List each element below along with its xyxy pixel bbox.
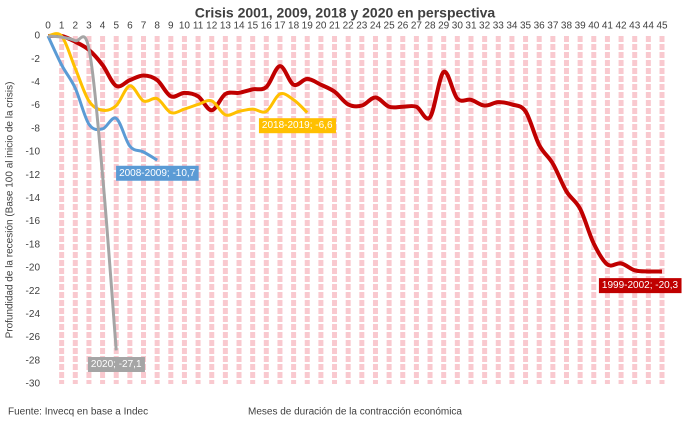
x-tick-label: 21 <box>329 21 341 32</box>
x-tick-label: 38 <box>561 21 573 32</box>
series-line <box>47 33 663 274</box>
end-label-box <box>258 118 336 134</box>
y-tick-label: -6 <box>31 100 40 111</box>
x-tick-label: 2 <box>73 21 79 32</box>
y-tick-label: -18 <box>26 239 41 250</box>
x-tick-label: 41 <box>602 21 614 32</box>
x-tick-label: 7 <box>141 21 147 32</box>
x-tick-label: 39 <box>575 21 587 32</box>
x-tick-label: 37 <box>547 21 559 32</box>
x-tick-label: 22 <box>343 21 355 32</box>
x-tick-label: 4 <box>100 21 106 32</box>
x-tick-label: 36 <box>534 21 546 32</box>
x-tick-label: 42 <box>616 21 628 32</box>
y-axis-label: Profundidad de la recesión (Base 100 al … <box>5 82 16 339</box>
x-tick-label: 19 <box>302 21 314 32</box>
x-tick-label: 31 <box>465 21 477 32</box>
series-line <box>47 34 118 351</box>
end-label-box <box>598 278 682 294</box>
x-tick-label: 8 <box>154 21 160 32</box>
source: Fuente: Invecq en base a Indec <box>8 407 148 418</box>
end-label: 1999-2002; -20,3 <box>598 278 682 294</box>
end-label-text: 1999-2002; -20,3 <box>602 280 679 291</box>
end-label-box <box>87 357 145 373</box>
x-tick-label: 34 <box>506 21 518 32</box>
end-label: 2018-2019; -6,6 <box>258 118 336 134</box>
x-tick-label: 40 <box>588 21 600 32</box>
x-tick-label: 0 <box>45 21 51 32</box>
y-tick-label: -28 <box>26 355 41 366</box>
series-line <box>47 32 309 117</box>
x-tick-label: 14 <box>233 21 245 32</box>
x-tick-label: 17 <box>274 21 286 32</box>
y-tick-label: 0 <box>34 31 40 42</box>
x-tick-label: 35 <box>520 21 532 32</box>
end-label-box <box>116 165 199 181</box>
x-tick-label: 9 <box>168 21 174 32</box>
y-tick-label: -26 <box>26 332 41 343</box>
x-axis-label: Meses de duración de la contracción econ… <box>248 407 462 418</box>
x-tick-label: 15 <box>247 21 259 32</box>
x-tick-label: 13 <box>220 21 232 32</box>
x-tick-label: 26 <box>397 21 409 32</box>
series-line <box>46 35 158 162</box>
end-label: 2020; -27,1 <box>87 357 145 373</box>
x-tick-label: 10 <box>179 21 191 32</box>
y-tick-label: -22 <box>26 286 41 297</box>
y-tick-label: -30 <box>26 379 41 390</box>
x-tick-label: 18 <box>288 21 300 32</box>
end-label: 2008-2009; -10,7 <box>116 165 199 181</box>
x-tick-label: 25 <box>384 21 396 32</box>
x-tick-label: 6 <box>127 21 133 32</box>
x-tick-label: 5 <box>113 21 119 32</box>
y-tick-label: -8 <box>31 123 40 134</box>
y-tick-label: -12 <box>26 170 41 181</box>
y-tick-label: -4 <box>31 77 40 88</box>
y-tick-label: -2 <box>31 54 40 65</box>
x-tick-label: 11 <box>193 21 204 32</box>
y-tick-label: -24 <box>26 309 41 320</box>
x-tick-label: 23 <box>356 21 368 32</box>
x-tick-label: 29 <box>438 21 450 32</box>
end-label-text: 2008-2009; -10,7 <box>119 168 196 179</box>
x-tick-label: 30 <box>452 21 464 32</box>
x-tick-label: 20 <box>315 21 327 32</box>
x-tick-label: 33 <box>493 21 505 32</box>
x-tick-label: 32 <box>479 21 491 32</box>
x-tick-label: 1 <box>59 21 65 32</box>
x-tick-label: 27 <box>411 21 423 32</box>
x-tick-label: 12 <box>206 21 218 32</box>
x-tick-label: 28 <box>424 21 436 32</box>
y-tick-label: -16 <box>26 216 41 227</box>
chart-title: Crisis 2001, 2009, 2018 y 2020 en perspe… <box>195 5 496 21</box>
x-tick-label: 45 <box>656 21 668 32</box>
end-label-text: 2018-2019; -6,6 <box>262 120 333 131</box>
y-tick-label: -10 <box>26 147 41 158</box>
x-tick-label: 16 <box>261 21 273 32</box>
x-tick-label: 24 <box>370 21 382 32</box>
x-tick-label: 3 <box>86 21 92 32</box>
y-tick-label: -14 <box>26 193 41 204</box>
x-tick-label: 43 <box>629 21 641 32</box>
end-label-text: 2020; -27,1 <box>91 359 142 370</box>
x-tick-label: 44 <box>643 21 655 32</box>
y-tick-label: -20 <box>26 263 41 274</box>
